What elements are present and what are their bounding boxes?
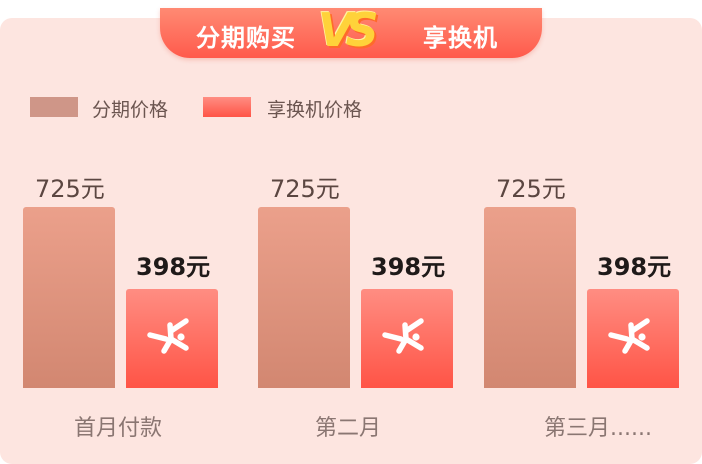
bar-installment-3	[484, 207, 576, 388]
value-label-installment-1: 725元	[35, 175, 105, 203]
person-jumping-icon	[381, 317, 433, 361]
value-label-installment-3: 725元	[496, 175, 566, 203]
value-label-trade-1: 398元	[136, 252, 211, 281]
legend-label-trade: 享换机价格	[267, 99, 363, 121]
chart-card	[0, 18, 702, 464]
legend-swatch-installment	[30, 97, 78, 117]
category-label-1: 首月付款	[74, 416, 163, 441]
value-label-trade-3: 398元	[597, 252, 672, 281]
category-label-2: 第二月	[315, 416, 382, 441]
legend-label-installment: 分期价格	[92, 99, 169, 121]
header-tab: 分期购买 享换机	[160, 8, 542, 58]
value-label-installment-2: 725元	[270, 175, 340, 203]
bar-installment-1	[23, 207, 115, 388]
vs-badge: VS	[318, 3, 379, 57]
person-jumping-icon	[146, 317, 198, 361]
category-label-3: 第三月......	[544, 416, 652, 441]
person-jumping-icon	[607, 317, 659, 361]
legend-swatch-trade	[203, 97, 251, 117]
header-right-title: 享换机	[423, 24, 498, 52]
bar-installment-2	[258, 207, 350, 388]
value-label-trade-2: 398元	[371, 252, 446, 281]
header-left-title: 分期购买	[196, 24, 296, 52]
